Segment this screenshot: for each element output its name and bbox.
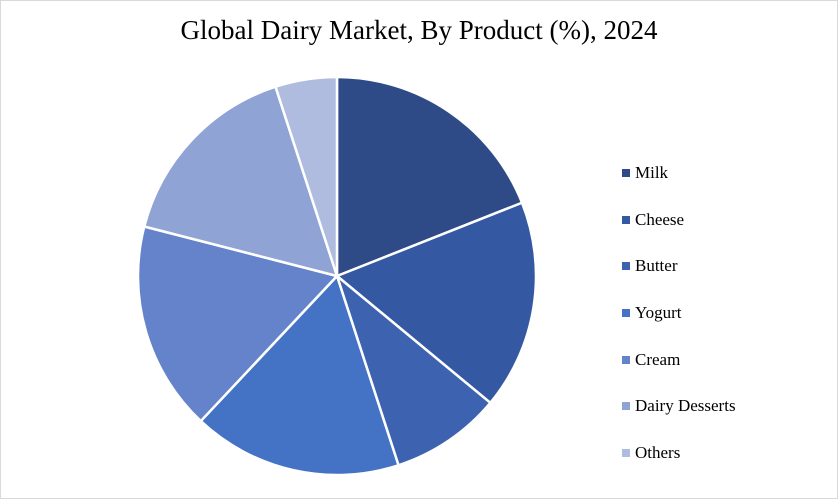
legend-item-dairy-desserts: Dairy Desserts: [622, 383, 736, 430]
legend-swatch-yogurt: [622, 309, 630, 318]
legend-swatch-cream: [622, 355, 630, 364]
legend-label-yogurt: Yogurt: [635, 303, 682, 323]
legend-label-butter: Butter: [635, 256, 678, 276]
pie-slice-milk: [335, 75, 524, 278]
chart-title: Global Dairy Market, By Product (%), 202…: [180, 15, 658, 45]
legend-item-yogurt: Yogurt: [622, 290, 736, 337]
legend-label-dairy-desserts: Dairy Desserts: [635, 396, 736, 416]
pie-slice-others: [274, 75, 339, 278]
legend-item-milk: Milk: [622, 150, 736, 197]
legend-item-others: Others: [622, 430, 736, 477]
legend-swatch-milk: [622, 169, 630, 178]
legend-label-cheese: Cheese: [635, 209, 685, 229]
pie-slice-cream: [136, 225, 339, 423]
pie-slice-butter: [335, 274, 492, 467]
legend-swatch-butter: [622, 262, 630, 271]
legend-label-cream: Cream: [635, 349, 681, 369]
legend-item-cheese: Cheese: [622, 197, 736, 244]
pie-slice-cheese: [335, 201, 538, 405]
legend-swatch-dairy-desserts: [622, 402, 630, 411]
legend-item-cream: Cream: [622, 336, 736, 383]
legend-item-butter: Butter: [622, 243, 736, 290]
legend-swatch-cheese: [622, 215, 630, 224]
pie-slice-yogurt: [199, 274, 400, 477]
legend-swatch-others: [622, 448, 630, 457]
pie-slice-dairy-desserts: [143, 85, 339, 278]
chart-legend: Milk Cheese Butter Yogurt Cream Dairy Dessert…: [622, 150, 736, 476]
legend-label-others: Others: [635, 442, 681, 462]
legend-label-milk: Milk: [635, 163, 669, 183]
